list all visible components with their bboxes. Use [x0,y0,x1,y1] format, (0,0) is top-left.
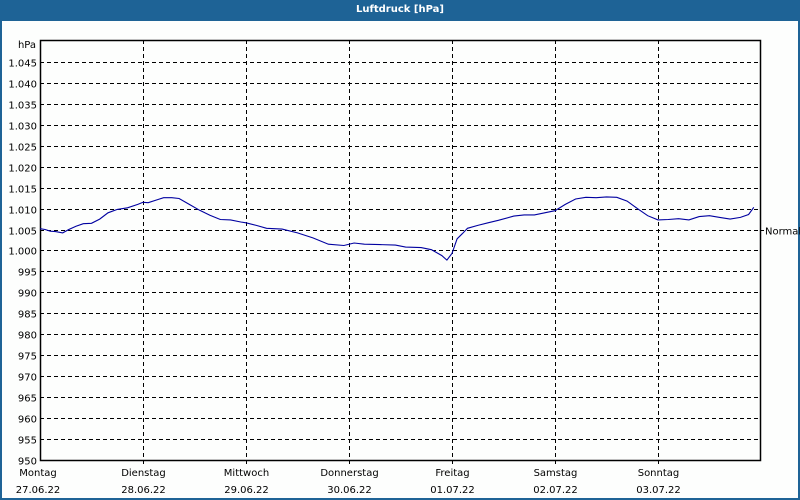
y-tick-label: 970 [18,373,37,384]
y-axis-unit-label: hPa [18,40,36,51]
y-tick-label: 1.020 [8,164,37,175]
y-axis-ticks: 1.045 1.040 1.035 1.030 1.025 1.020 1.015 1.010… [8,59,37,468]
y-tick-label: 1.040 [8,80,37,91]
x-tick-date: 02.07.22 [533,485,578,496]
y-tick-label: 1.025 [8,143,37,154]
y-tick-label: 1.010 [8,206,37,217]
normal-reference: Normal [760,227,800,238]
y-tick-label: 975 [18,352,37,363]
y-tick-label: 960 [18,415,37,426]
x-tick-date: 01.07.22 [430,485,475,496]
y-tick-label: 980 [18,331,37,342]
y-tick-label: 1.035 [8,101,37,112]
chart-title: Luftdruck [hPa] [0,0,800,21]
x-tick-day: Sonntag [638,468,680,479]
x-tick-date: 29.06.22 [224,485,269,496]
x-tick-date: 03.07.22 [636,485,681,496]
y-tick-label: 1.030 [8,122,37,133]
pressure-line [39,196,755,261]
x-tick-day: Mittwoch [224,468,269,479]
y-tick-label: 965 [18,394,37,405]
y-tick-label: 950 [18,457,37,468]
y-tick-label: 1.000 [8,247,37,258]
y-tick-label: 955 [18,436,37,447]
y-tick-label: 990 [18,289,37,300]
y-tick-label: 995 [18,268,37,279]
x-tick-date: 27.06.22 [16,485,61,496]
grid-lines [40,40,760,460]
plot-area-border [39,39,762,462]
x-tick-day: Dienstag [121,468,166,479]
y-tick-label: 1.005 [8,227,37,238]
x-tick-date: 28.06.22 [121,485,166,496]
normal-label: Normal [765,227,800,238]
y-tick-label: 1.015 [8,185,37,196]
x-tick-day: Freitag [435,468,469,479]
y-tick-label: 1.045 [8,59,37,70]
x-tick-day: Montag [19,468,56,479]
x-tick-date: 30.06.22 [327,485,372,496]
x-axis-ticks: Montag 27.06.22 Dienstag 28.06.22 Mittwoch 29… [16,460,681,496]
x-tick-day: Donnerstag [320,468,378,479]
x-tick-day: Samstag [534,468,578,479]
y-tick-label: 985 [18,310,37,321]
